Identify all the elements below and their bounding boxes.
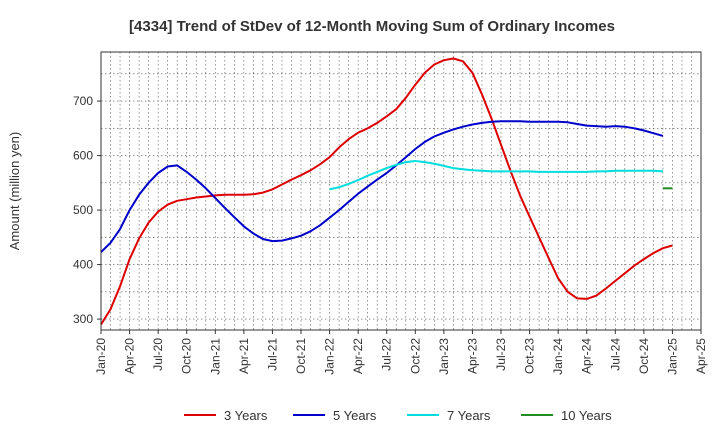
x-tick-label: Jan-24 [551, 338, 565, 375]
x-tick-label: Oct-22 [408, 338, 422, 374]
x-tick-label: Apr-21 [237, 338, 251, 374]
series-line-3-years [100, 57, 673, 326]
y-tick-label: 300 [73, 312, 93, 326]
legend-label: 3 Years [224, 408, 268, 423]
x-tick-label: Jul-20 [151, 338, 165, 371]
x-tick-label: Jul-24 [608, 338, 622, 371]
x-tick-label: Jul-23 [494, 338, 508, 371]
y-axis-label: Amount (million yen) [7, 132, 22, 251]
x-tick-label: Oct-23 [523, 338, 537, 374]
legend-label: 10 Years [561, 408, 612, 423]
x-tick-label: Apr-23 [465, 338, 479, 374]
x-tick-label: Jul-22 [380, 338, 394, 371]
series-line-7-years [329, 160, 663, 191]
x-tick-label: Apr-25 [694, 338, 708, 374]
x-tick-label: Apr-24 [580, 338, 594, 374]
x-tick-label: Jan-25 [665, 338, 679, 375]
legend-label: 5 Years [333, 408, 377, 423]
x-axis-ticks: Jan-20 Apr-20 Jul-20 Oct-20 Jan-21 Apr-21 Jul-… [94, 330, 708, 375]
x-tick-label: Jan-20 [94, 338, 108, 375]
x-tick-label: Jan-21 [208, 338, 222, 375]
y-tick-label: 700 [73, 94, 93, 108]
plot-area-border [100, 51, 702, 331]
legend: 3 Years 5 Years 7 Years 10 Years [184, 408, 612, 423]
chart-title: [4334] Trend of StDev of 12-Month Moving… [129, 18, 615, 35]
legend-label: 7 Years [447, 408, 491, 423]
y-tick-label: 500 [73, 203, 93, 217]
x-tick-label: Oct-21 [294, 338, 308, 374]
y-tick-label: 600 [73, 149, 93, 163]
x-tick-label: Jan-22 [323, 338, 337, 375]
series-layer [100, 57, 673, 326]
x-tick-label: Jul-21 [265, 338, 279, 371]
x-tick-label: Oct-20 [180, 338, 194, 374]
y-axis-ticks: 300 400 500 600 700 [73, 94, 101, 326]
x-tick-label: Oct-24 [637, 338, 651, 374]
y-tick-label: 400 [73, 258, 93, 272]
series-line-5-years [100, 120, 664, 253]
x-tick-label: Jan-23 [437, 338, 451, 375]
grid [101, 52, 701, 330]
x-tick-label: Apr-20 [123, 338, 137, 374]
x-tick-label: Apr-22 [351, 338, 365, 374]
